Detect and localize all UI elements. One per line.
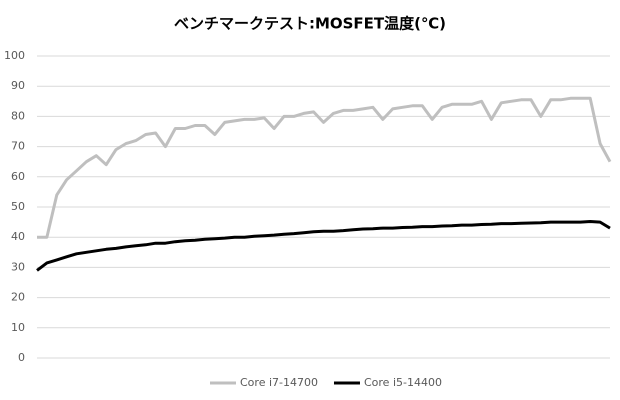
y-tick-label: 90 <box>11 79 25 92</box>
y-tick-label: 20 <box>11 291 25 304</box>
legend-label: Core i5-14400 <box>364 376 442 389</box>
y-tick-label: 70 <box>11 140 25 153</box>
y-tick-label: 30 <box>11 260 25 273</box>
y-tick-label: 50 <box>11 200 25 213</box>
y-tick-label: 0 <box>18 351 25 364</box>
series-line <box>36 220 611 272</box>
y-tick-label: 40 <box>11 230 25 243</box>
y-tick-label: 60 <box>11 170 25 183</box>
legend-label: Core i7-14700 <box>240 376 318 389</box>
chart-title: ベンチマークテスト:MOSFET温度(℃) <box>174 15 446 33</box>
y-tick-label: 10 <box>11 321 25 334</box>
series-line <box>37 96 612 239</box>
y-tick-label: 100 <box>4 49 25 62</box>
y-tick-label: 80 <box>11 109 25 122</box>
